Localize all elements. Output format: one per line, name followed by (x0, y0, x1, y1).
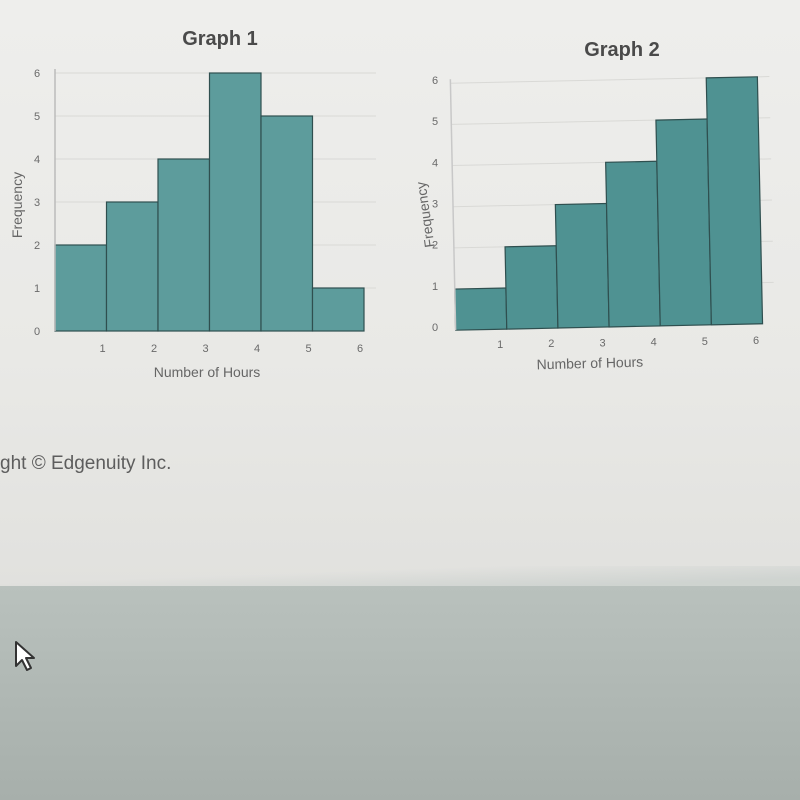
y-tick-label: 5 (432, 116, 438, 128)
graph-1-y-ticks: 0 1 2 3 4 5 6 (34, 68, 40, 338)
y-tick-label: 5 (34, 111, 40, 123)
graph-2-x-ticks: 1 2 3 4 5 6 (497, 335, 759, 351)
graph-1-y-axis-label: Frequency (9, 172, 25, 238)
y-tick-label: 0 (34, 326, 40, 338)
graph-2-x-axis-label: Number of Hours (536, 354, 643, 373)
y-tick-label: 3 (432, 199, 438, 211)
x-tick-label: 2 (548, 338, 554, 350)
graph-2-y-axis-label: Frequency (413, 181, 438, 249)
histogram-bar (105, 201, 159, 332)
histogram-bar (454, 287, 508, 331)
graph-2-axes (449, 79, 457, 331)
y-tick-label: 2 (34, 240, 40, 252)
histogram-bar (605, 160, 661, 328)
y-tick-label: 6 (432, 75, 438, 87)
y-tick-label: 6 (34, 68, 40, 80)
graph-1-x-axis-label: Number of Hours (154, 364, 261, 380)
graph-1: Graph 1 0 1 2 3 4 5 6 1 2 3 4 5 6 Number of Hours F… (9, 28, 376, 380)
graph-2-bars (454, 76, 764, 331)
lower-panel (0, 586, 800, 800)
histogram-bar (705, 76, 764, 326)
x-tick-label: 3 (202, 343, 208, 355)
histogram-bar (260, 115, 314, 332)
mouse-pointer-icon (15, 641, 35, 671)
histogram-bar (554, 202, 610, 329)
histogram-bar (504, 245, 559, 330)
x-tick-label: 4 (254, 343, 260, 355)
y-tick-label: 1 (432, 281, 438, 293)
histogram-bar (311, 287, 365, 332)
x-tick-label: 3 (599, 337, 605, 349)
y-axis-line (449, 79, 457, 331)
copyright-text: ght © Edgenuity Inc. (0, 453, 172, 474)
y-tick-label: 4 (432, 157, 438, 169)
y-tick-label: 1 (34, 283, 40, 295)
x-tick-label: 1 (99, 343, 105, 355)
graph-1-title: Graph 1 (182, 28, 258, 50)
graph-2-title: Graph 2 (584, 39, 660, 61)
graph-2: Graph 2 0 1 2 3 4 5 6 1 2 3 4 5 6 Number of Hours F… (413, 39, 774, 372)
y-tick-label: 4 (34, 154, 40, 166)
y-tick-label: 2 (432, 240, 438, 252)
x-tick-label: 5 (305, 343, 311, 355)
histogram-bar (208, 72, 262, 332)
graph-1-x-ticks: 1 2 3 4 5 6 (99, 343, 363, 355)
x-tick-label: 1 (497, 339, 503, 351)
x-tick-label: 5 (702, 336, 708, 348)
x-tick-label: 6 (753, 335, 759, 347)
graph-2-y-ticks: 0 1 2 3 4 5 6 (432, 75, 438, 334)
x-tick-label: 6 (357, 343, 363, 355)
graph-1-bars (54, 72, 365, 332)
histogram-bar (54, 244, 108, 332)
histogram-bar (157, 158, 211, 332)
y-tick-label: 3 (34, 197, 40, 209)
x-tick-label: 2 (151, 343, 157, 355)
histogram-bar (655, 118, 713, 327)
x-tick-label: 4 (651, 337, 657, 349)
y-tick-label: 0 (432, 322, 438, 334)
